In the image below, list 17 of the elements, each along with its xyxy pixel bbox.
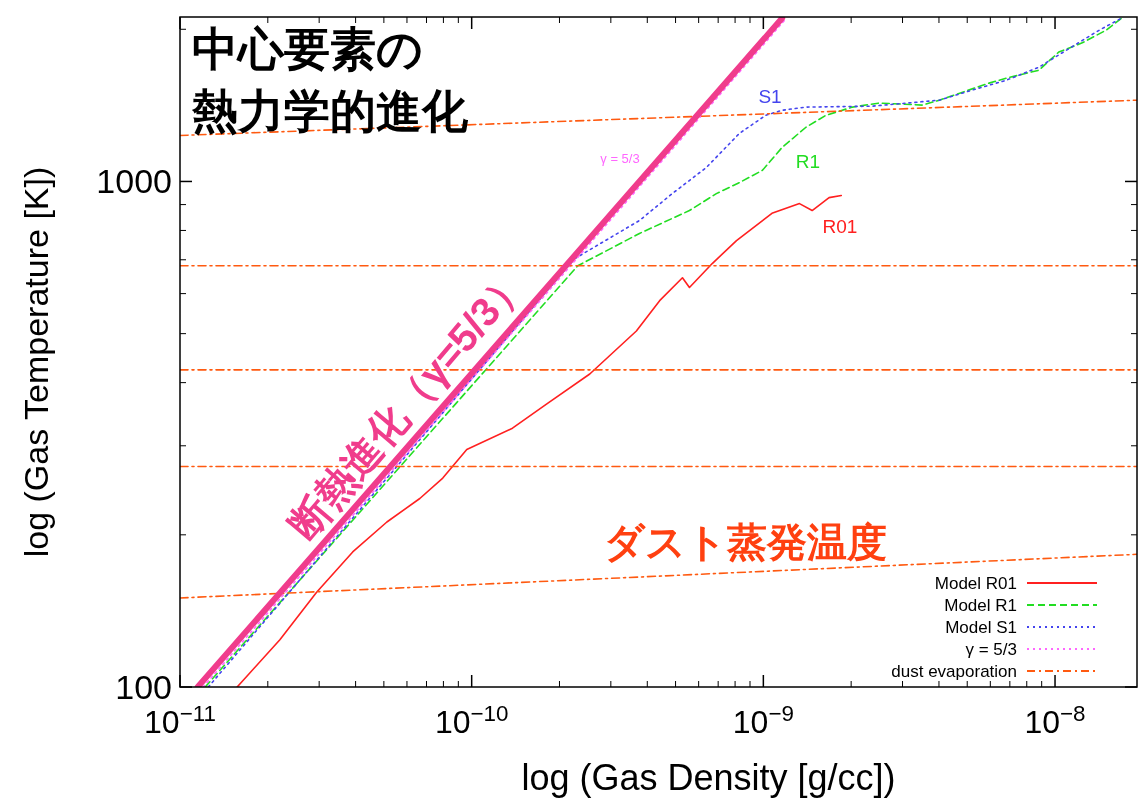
legend-label: dust evaporation: [891, 662, 1017, 681]
legend-label: Model R1: [944, 596, 1017, 615]
annotation: R01: [822, 216, 858, 238]
text: 中心要素の熱力学的進化: [191, 23, 469, 137]
annotation: S1: [758, 86, 782, 108]
annotation: γ = 5/3: [600, 151, 640, 167]
y-axis-title: log (Gas Temperature [K]): [17, 166, 55, 558]
legend-label: Model R01: [934, 574, 1017, 593]
annotation: R1: [795, 151, 821, 173]
y-tick-label: 1000: [96, 162, 172, 201]
annotation: ダスト蒸発温度: [603, 519, 887, 564]
legend-label: γ = 5/3: [965, 640, 1017, 659]
x-axis-title: log (Gas Density [g/cc]): [521, 757, 896, 798]
x-tick-label: 10$^{−10}$: [434, 700, 509, 740]
legend-label: Model S1: [945, 618, 1017, 637]
x-tick-label: 10$^{−9}$: [732, 700, 794, 740]
x-tick-label: 10$^{−8}$: [1024, 700, 1086, 740]
